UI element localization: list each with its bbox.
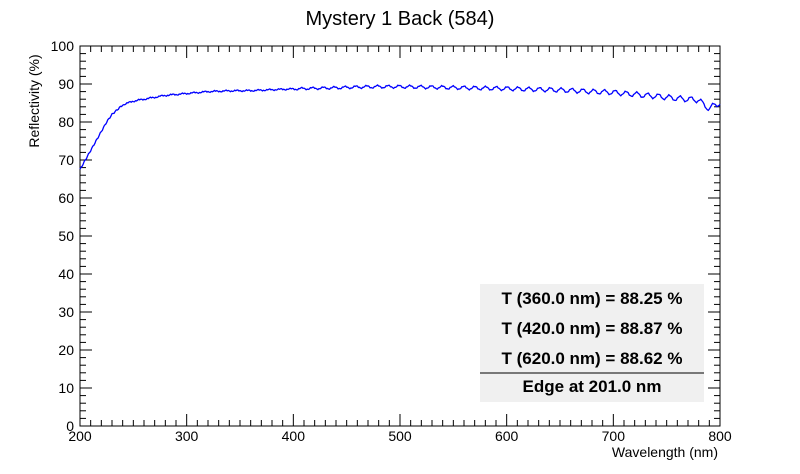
series-line-0 (79, 84, 721, 170)
y-tick-label: 30 (58, 304, 74, 320)
annotation-t360: T (360.0 nm) = 88.25 % (502, 289, 683, 308)
x-tick-labels: 200 300 400 500 600 700 800 (68, 428, 732, 444)
x-tick-label: 600 (495, 428, 519, 444)
y-tick-label: 10 (58, 380, 74, 396)
x-tick-label: 700 (602, 428, 626, 444)
y-tick-label: 80 (58, 114, 74, 130)
x-tick-label: 500 (388, 428, 412, 444)
x-tick-label: 300 (175, 428, 199, 444)
y-tick-label: 90 (58, 76, 74, 92)
annotation-t420: T (420.0 nm) = 88.87 % (502, 319, 683, 338)
y-tick-label: 0 (66, 418, 74, 434)
chart-title: Mystery 1 Back (584) (306, 8, 495, 30)
y-tick-label: 60 (58, 190, 74, 206)
y-axis-label: Reflectivity (%) (26, 54, 42, 147)
x-tick-label: 200 (68, 428, 92, 444)
annotation-edge: Edge at 201.0 nm (523, 377, 662, 396)
x-tick-label: 400 (282, 428, 306, 444)
y-tick-label: 50 (58, 228, 74, 244)
y-tick-label: 100 (51, 38, 75, 54)
y-tick-label: 20 (58, 342, 74, 358)
legend-box: T (360.0 nm) = 88.25 % T (420.0 nm) = 88… (480, 284, 704, 402)
y-tick-labels: 0 10 20 30 40 50 60 70 80 90 100 (51, 38, 75, 434)
data-series (79, 84, 721, 170)
x-axis-label: Wavelength (nm) (612, 444, 718, 460)
annotation-t620: T (620.0 nm) = 88.62 % (502, 349, 683, 368)
y-tick-label: 40 (58, 266, 74, 282)
legend-background (480, 284, 704, 402)
y-tick-label: 70 (58, 152, 74, 168)
ticks (79, 45, 721, 427)
x-tick-label: 800 (708, 428, 732, 444)
